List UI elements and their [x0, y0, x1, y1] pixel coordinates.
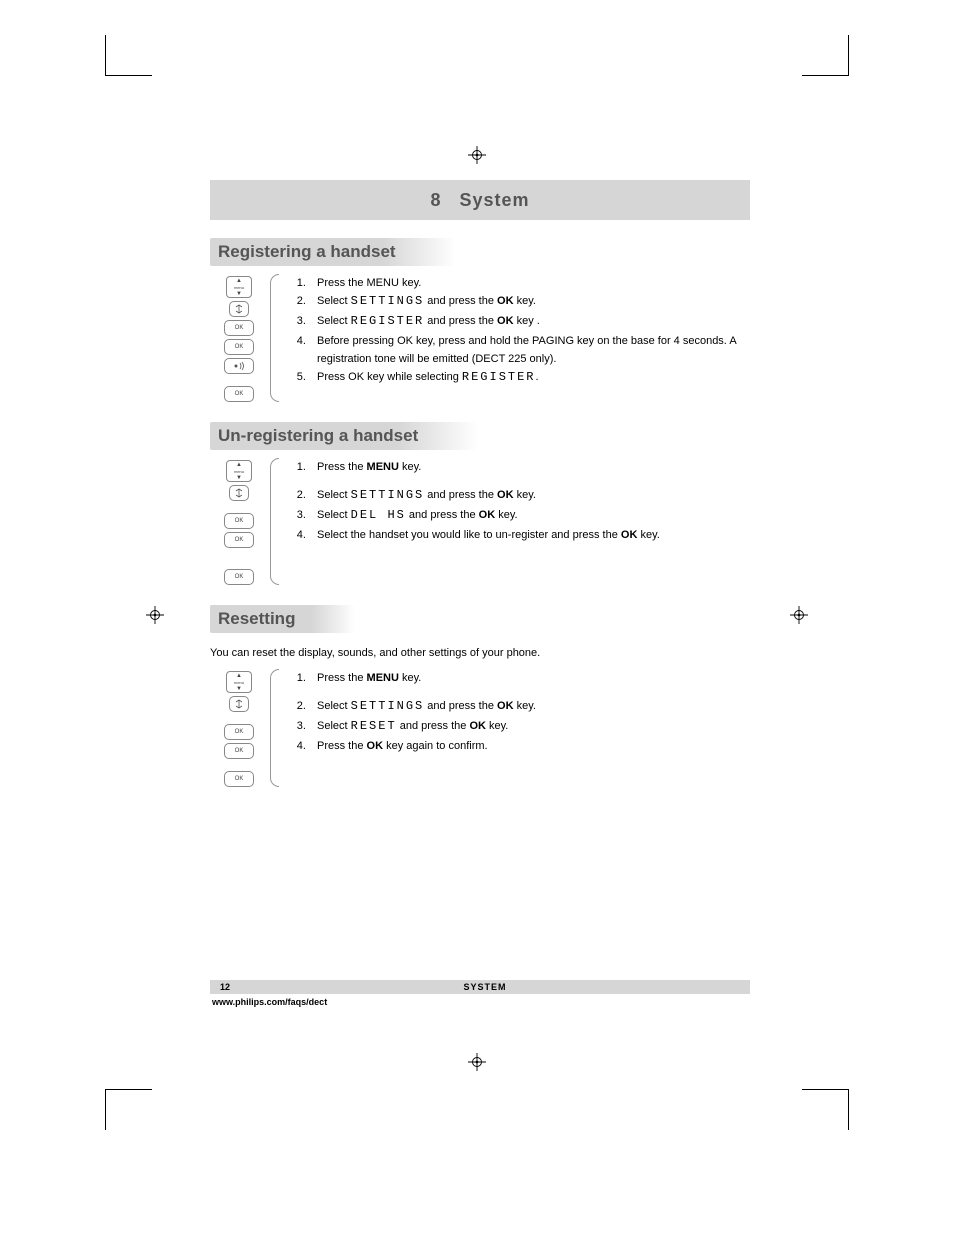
display-text: REGISTER	[462, 370, 536, 384]
nav-key-icon	[229, 696, 249, 712]
crop-mark	[802, 1089, 849, 1130]
registration-mark-icon	[790, 606, 808, 624]
step-item: Press the MENU key.	[309, 274, 750, 292]
step-item: Select REGISTER and press the OK key .	[309, 312, 750, 332]
registration-mark-icon	[468, 146, 486, 164]
ok-key-icon: OK	[224, 339, 254, 355]
page-content: 8 System Registering a handset ▲menu▼ OK OK…	[210, 180, 750, 807]
bracket-icon	[270, 274, 279, 402]
key-icon-column: ▲menu▼ OK OK OK	[210, 274, 268, 402]
display-text: SETTINGS	[351, 699, 425, 713]
chapter-number: 8	[430, 190, 441, 210]
page-number: 12	[220, 982, 260, 992]
ok-key-icon: OK	[224, 569, 254, 585]
ok-key-icon: OK	[224, 532, 254, 548]
crop-mark	[802, 35, 849, 76]
section-heading: Resetting	[210, 605, 355, 633]
step-item: Select DEL HS and press the OK key.	[309, 506, 750, 526]
page-footer: 12 SYSTEM www.philips.com/faqs/dect	[210, 980, 750, 1007]
section-heading: Un-registering a handset	[210, 422, 478, 450]
registration-mark-icon	[146, 606, 164, 624]
ok-key-icon: OK	[224, 320, 254, 336]
display-text: RESET	[351, 719, 397, 733]
display-text: SETTINGS	[351, 488, 425, 502]
ok-key-icon: OK	[224, 513, 254, 529]
step-item: Press the OK key again to confirm.	[309, 737, 750, 755]
chapter-title: System	[459, 190, 529, 210]
display-text: REGISTER	[351, 314, 425, 328]
section-heading: Registering a handset	[210, 238, 456, 266]
step-list: Press the MENU key. Select SETTINGS and p…	[289, 669, 750, 755]
nav-key-icon	[229, 301, 249, 317]
step-item: Select SETTINGS and press the OK key.	[309, 486, 750, 506]
step-item: Select RESET and press the OK key.	[309, 717, 750, 737]
ok-key-icon: OK	[224, 743, 254, 759]
crop-mark	[105, 1089, 152, 1130]
ok-key-icon: OK	[224, 771, 254, 787]
step-item: Select the handset you would like to un-…	[309, 526, 750, 544]
menu-key-icon: ▲menu▼	[226, 276, 252, 298]
bracket-icon	[270, 669, 279, 787]
chapter-heading: 8 System	[210, 180, 750, 220]
registration-mark-icon	[468, 1053, 486, 1071]
menu-key-icon: ▲menu▼	[226, 460, 252, 482]
paging-key-icon	[224, 358, 254, 374]
step-item: Select SETTINGS and press the OK key.	[309, 292, 750, 312]
nav-key-icon	[229, 485, 249, 501]
step-item: Select SETTINGS and press the OK key.	[309, 697, 750, 717]
ok-key-icon: OK	[224, 724, 254, 740]
key-icon-column: ▲menu▼ OK OK OK	[210, 458, 268, 585]
menu-key-icon: ▲menu▼	[226, 671, 252, 693]
step-item: Press the MENU key.	[309, 458, 750, 476]
footer-url: www.philips.com/faqs/dect	[212, 997, 750, 1007]
display-text: SETTINGS	[351, 294, 425, 308]
step-item: Before pressing OK key, press and hold t…	[309, 332, 750, 368]
step-list: Press the MENU key. Select SETTINGS and p…	[289, 458, 750, 544]
section-intro: You can reset the display, sounds, and o…	[210, 647, 750, 659]
ok-key-icon: OK	[224, 386, 254, 402]
footer-section-name: SYSTEM	[260, 982, 710, 992]
step-item: Press OK key while selecting REGISTER.	[309, 368, 750, 388]
step-item: Press the MENU key.	[309, 669, 750, 687]
crop-mark	[105, 35, 152, 76]
bracket-icon	[270, 458, 279, 585]
display-text: DEL HS	[351, 508, 406, 522]
step-list: Press the MENU key.Select SETTINGS and p…	[289, 274, 750, 388]
key-icon-column: ▲menu▼ OK OK OK	[210, 669, 268, 787]
